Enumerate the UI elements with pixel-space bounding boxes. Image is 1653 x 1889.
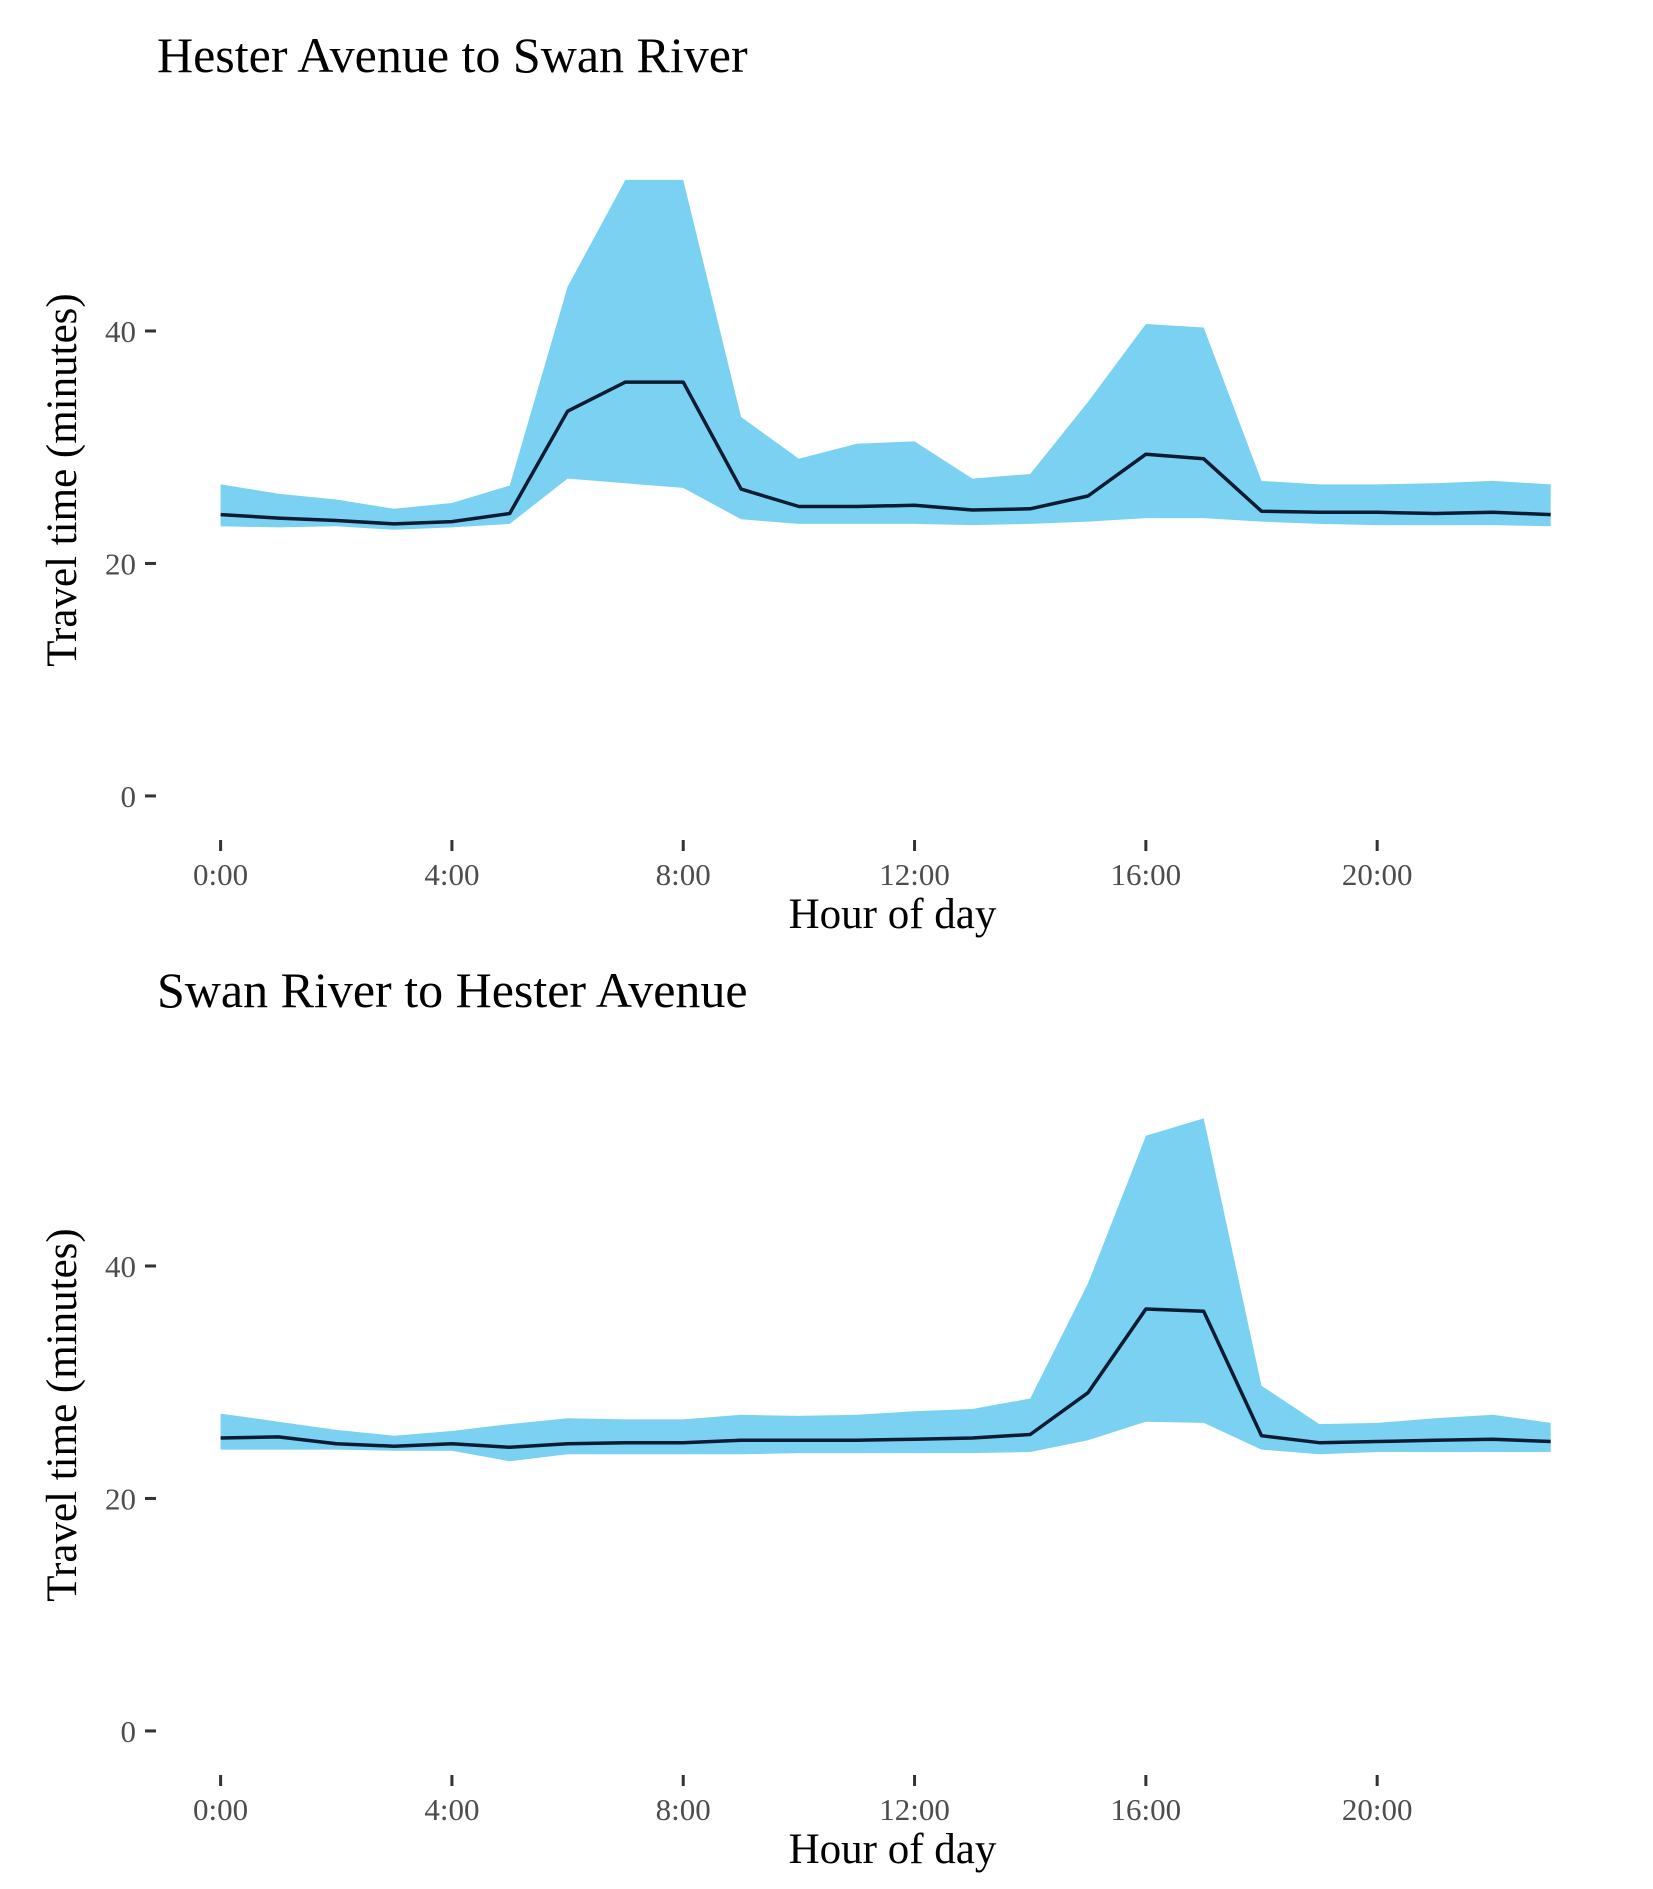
y-axis-title: Travel time (minutes) xyxy=(39,1228,86,1601)
x-tick-label: 20:00 xyxy=(1342,857,1413,892)
x-tick-label: 8:00 xyxy=(656,857,711,892)
chart-panel-swan-to-hester: 0 20 40 0:00 4:00 8:00 12:00 16:00 20:00 Hour of … xyxy=(0,935,1653,1875)
x-tick-label: 4:00 xyxy=(424,857,479,892)
chart-title: Hester Avenue to Swan River xyxy=(157,27,748,83)
chart-panel-hester-to-swan: 0 20 40 0:00 4:00 8:00 12:00 16:00 20:00 Hour of … xyxy=(0,0,1653,940)
x-tick-label: 12:00 xyxy=(879,1792,950,1827)
y-tick-label: 20 xyxy=(105,1481,136,1516)
range-band xyxy=(220,1118,1551,1462)
range-band xyxy=(220,179,1551,530)
y-tick-label: 40 xyxy=(105,1249,136,1284)
x-axis-title: Hour of day xyxy=(789,1826,997,1873)
x-tick-label: 16:00 xyxy=(1111,857,1182,892)
y-tick-label: 0 xyxy=(121,1714,137,1749)
median-line xyxy=(220,380,1551,526)
chart-title: Swan River to Hester Avenue xyxy=(157,962,748,1018)
x-axis-title: Hour of day xyxy=(789,891,997,938)
plot-area: 0 20 40 0:00 4:00 8:00 12:00 16:00 20:00 Hour of … xyxy=(39,179,1551,938)
y-tick-label: 40 xyxy=(105,314,136,349)
x-tick-label: 16:00 xyxy=(1111,1792,1182,1827)
x-tick-label: 4:00 xyxy=(424,1792,479,1827)
y-tick-label: 0 xyxy=(121,779,137,814)
x-tick-label: 20:00 xyxy=(1342,1792,1413,1827)
x-tick-label: 8:00 xyxy=(656,1792,711,1827)
y-tick-label: 20 xyxy=(105,546,136,581)
x-tick-label: 0:00 xyxy=(193,857,248,892)
plot-area: 0 20 40 0:00 4:00 8:00 12:00 16:00 20:00 Hour of … xyxy=(39,1118,1551,1873)
x-tick-label: 12:00 xyxy=(879,857,950,892)
median-line xyxy=(220,1307,1551,1450)
x-tick-label: 0:00 xyxy=(193,1792,248,1827)
y-axis-title: Travel time (minutes) xyxy=(39,293,86,666)
